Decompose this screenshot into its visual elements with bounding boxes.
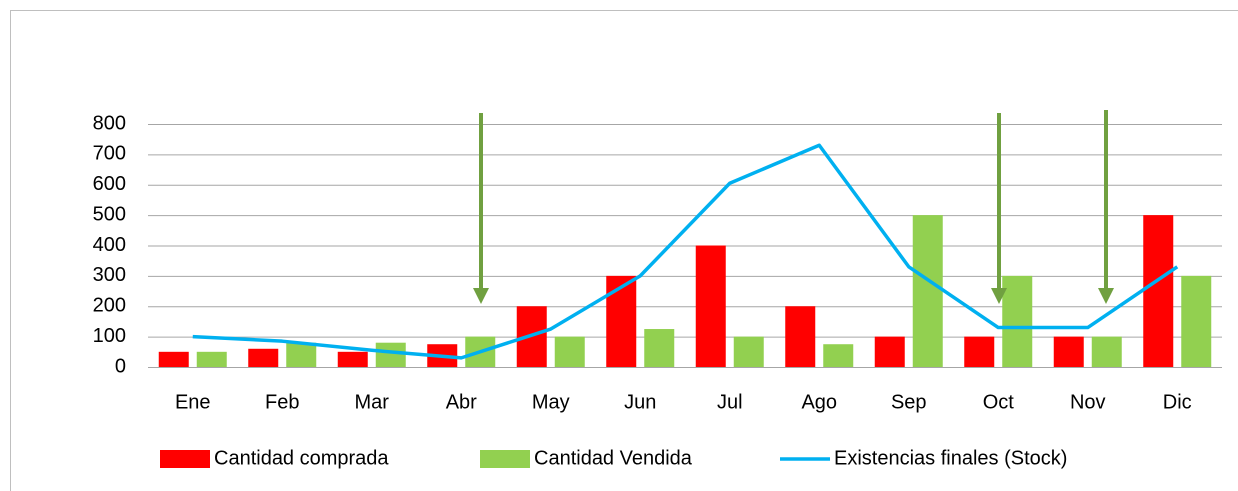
bar xyxy=(644,329,675,367)
x-tick-label: May xyxy=(532,391,570,413)
y-tick-label: 0 xyxy=(115,355,126,377)
x-tick-label: Nov xyxy=(1070,391,1106,413)
bar xyxy=(823,344,854,367)
bar xyxy=(158,351,189,367)
legend-swatch xyxy=(160,450,210,468)
bar xyxy=(606,275,637,367)
bar xyxy=(874,336,905,367)
bar xyxy=(1091,336,1122,367)
bar xyxy=(337,351,368,367)
y-tick-label: 400 xyxy=(93,234,126,256)
y-tick-label: 300 xyxy=(93,264,126,286)
x-tick-label: Sep xyxy=(891,391,927,413)
x-tick-label: Feb xyxy=(265,391,299,413)
y-tick-label: 500 xyxy=(93,203,126,225)
x-tick-label: Jun xyxy=(624,391,656,413)
x-tick-label: Oct xyxy=(983,391,1015,413)
bar xyxy=(964,336,995,367)
bar xyxy=(554,336,585,367)
y-tick-label: 100 xyxy=(93,325,126,347)
bar xyxy=(1143,215,1174,367)
y-tick-label: 700 xyxy=(93,143,126,165)
bar xyxy=(196,351,227,367)
y-tick-label: 600 xyxy=(93,173,126,195)
legend-swatch xyxy=(480,450,530,468)
x-tick-label: Ago xyxy=(801,391,837,413)
chart-border xyxy=(10,10,1238,491)
x-tick-label: Abr xyxy=(446,391,477,413)
x-tick-label: Ene xyxy=(175,391,211,413)
arrows xyxy=(473,110,1114,304)
bar xyxy=(733,336,764,367)
bar xyxy=(375,342,406,367)
bar xyxy=(286,342,317,367)
bar xyxy=(248,348,279,367)
line xyxy=(192,143,1179,360)
bar xyxy=(1002,275,1033,367)
bar xyxy=(912,215,943,367)
y-tick-label: 800 xyxy=(93,112,126,134)
legend-label: Cantidad comprada xyxy=(214,447,389,469)
x-tick-label: Jul xyxy=(717,391,743,413)
x-tick-label: Mar xyxy=(355,391,390,413)
bar xyxy=(785,306,816,367)
y-tick-label: 200 xyxy=(93,295,126,317)
bar xyxy=(1181,275,1212,367)
x-tick-label: Dic xyxy=(1163,391,1192,413)
bar xyxy=(1053,336,1084,367)
legend-label: Existencias finales (Stock) xyxy=(834,447,1067,469)
legend-label: Cantidad Vendida xyxy=(534,447,693,469)
bar xyxy=(695,245,726,367)
